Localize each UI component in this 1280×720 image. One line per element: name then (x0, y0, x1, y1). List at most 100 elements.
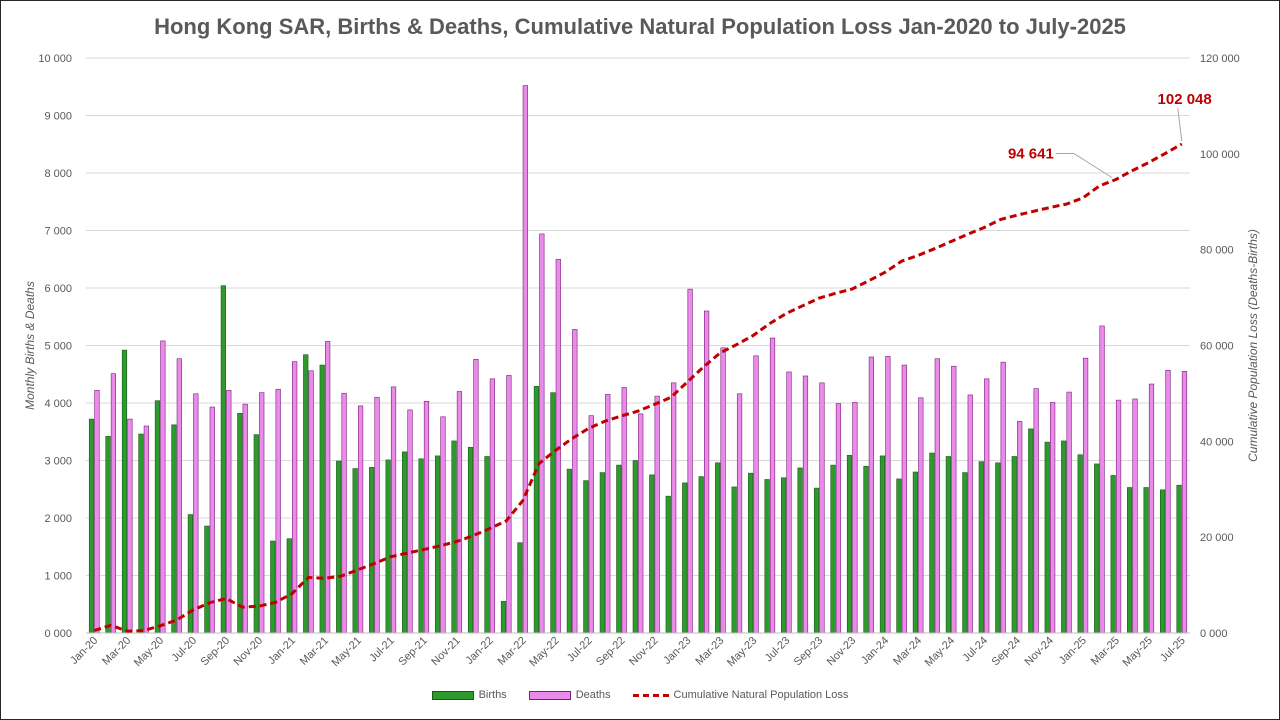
deaths-bar (819, 382, 825, 634)
births-bar (830, 464, 836, 634)
births-bar (1143, 487, 1149, 634)
legend-item-births: Births (431, 689, 507, 701)
births-bar (336, 460, 342, 634)
deaths-bar (308, 370, 314, 634)
deaths-bar (572, 329, 578, 634)
y-tick-label: 0 000 (44, 628, 72, 640)
y2-tick-label: 40 000 (1200, 436, 1234, 448)
deaths-bar (143, 425, 149, 634)
deaths-bar (802, 375, 809, 634)
y2-tick-label: 0 000 (1200, 628, 1228, 640)
births-bar (616, 464, 622, 634)
deaths-bar (934, 358, 940, 634)
births-bar (1077, 454, 1083, 634)
deaths-bar (918, 397, 924, 634)
deaths-bar (440, 416, 446, 634)
deaths-bar (835, 403, 842, 634)
x-tick-label: Mar-22 (496, 635, 529, 668)
deaths-bar (901, 364, 907, 634)
births-bar (270, 540, 276, 634)
births-bar (402, 451, 408, 634)
deaths-bar (588, 415, 594, 634)
x-tick-label: Mar-25 (1089, 635, 1122, 668)
deaths-bar (951, 365, 957, 634)
x-tick-label: May-25 (1121, 635, 1155, 669)
y-tick-label: 2 000 (44, 513, 72, 525)
deaths-bar (456, 391, 463, 634)
bar-series (88, 85, 1188, 634)
deaths-bar (176, 358, 182, 634)
legend-label-deaths: Deaths (575, 689, 611, 701)
y-tick-label: 4 000 (44, 398, 72, 410)
x-tick-label: Sep-22 (594, 635, 628, 669)
deaths-bar (1181, 371, 1188, 634)
births-bar (698, 476, 704, 634)
deaths-bar (275, 388, 281, 634)
y2-tick-label: 80 000 (1200, 245, 1234, 257)
x-tick-label: Jul-25 (1158, 635, 1188, 665)
deaths-bar (522, 85, 528, 634)
grid-lines (86, 57, 1190, 634)
x-tick-label: Nov-22 (627, 635, 661, 669)
births-bar (517, 542, 523, 634)
births-bar (533, 386, 540, 634)
legend: Births Deaths Cumulative Natural Populat… (0, 689, 1280, 701)
y-tick-label: 5 000 (44, 341, 72, 353)
births-bar (632, 460, 638, 634)
annotations: 94 641 102 048 (1008, 91, 1212, 178)
births-bar (846, 455, 853, 634)
y-tick-label: 7 000 (44, 226, 72, 238)
deaths-bar (786, 371, 792, 634)
births-bar (863, 465, 869, 634)
x-tick-label: Sep-24 (990, 635, 1024, 669)
y-tick-label: 6 000 (44, 283, 72, 295)
births-bar (1094, 463, 1100, 634)
births-bar (138, 433, 144, 634)
deaths-bar (654, 395, 660, 634)
births-bar (780, 477, 787, 634)
y2-axis-title: Cumulative Population Loss (Deaths-Birth… (1246, 229, 1260, 462)
x-tick-label: May-23 (725, 635, 759, 669)
births-bar (319, 364, 325, 634)
births-bar (1028, 428, 1034, 634)
births-bar (121, 349, 128, 634)
annotation-102048: 102 048 (1158, 91, 1212, 108)
y2-tick-label: 20 000 (1200, 532, 1234, 544)
births-bar (451, 440, 457, 634)
births-bar (731, 486, 737, 634)
births-bar (1127, 487, 1133, 634)
x-tick-label: Sep-23 (792, 635, 826, 669)
births-bar (187, 514, 194, 634)
cumulative-line-series (93, 142, 1183, 633)
deaths-bar (94, 390, 100, 634)
births-bar (105, 436, 111, 634)
births-bar (764, 479, 770, 634)
births-bar (352, 468, 358, 634)
births-bar (929, 452, 935, 634)
deaths-bar (539, 233, 545, 634)
deaths-bar (209, 406, 215, 634)
deaths-bar (687, 288, 693, 634)
deaths-bar (1066, 391, 1072, 634)
deaths-bar (984, 378, 990, 634)
x-tick-label: May-24 (923, 635, 957, 669)
deaths-bar (259, 392, 265, 634)
births-bar (896, 478, 902, 634)
births-bar (682, 482, 688, 634)
deaths-bar (720, 347, 726, 634)
births-bar (995, 462, 1001, 634)
births-bar (813, 487, 820, 634)
births-bar (566, 468, 572, 634)
births-bar (467, 446, 474, 634)
births-bar (1110, 475, 1116, 634)
deaths-bar (489, 378, 496, 634)
deaths-bar (127, 418, 133, 634)
births-bar (879, 455, 886, 634)
deaths-bar (473, 358, 479, 634)
legend-swatch-cumulative (632, 693, 669, 697)
deaths-bar (555, 258, 561, 634)
x-tick-label: Jan-25 (1057, 635, 1089, 667)
x-tick-label: Jan-24 (859, 635, 891, 667)
chart-title: Hong Kong SAR, Births & Deaths, Cumulati… (154, 14, 1126, 39)
y-tick-label: 10 000 (38, 53, 72, 65)
